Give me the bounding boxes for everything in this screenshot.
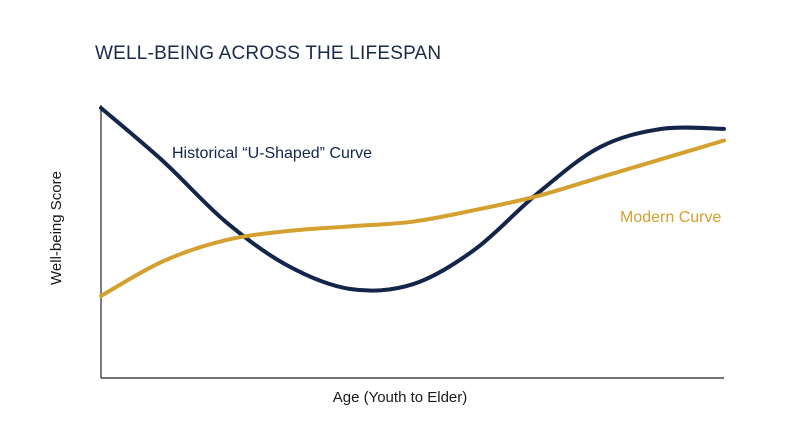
chart-title: WELL-BEING ACROSS THE LIFESPAN xyxy=(95,43,441,64)
x-axis-label: Age (Youth to Elder) xyxy=(333,389,468,406)
series-line-historical xyxy=(99,106,726,293)
series-layer xyxy=(99,106,726,298)
y-axis-label: Well-being Score xyxy=(48,171,65,285)
series-label-modern: Modern Curve xyxy=(620,209,721,226)
series-line-modern xyxy=(99,138,726,298)
series-label-historical: Historical “U-Shaped” Curve xyxy=(172,145,372,162)
